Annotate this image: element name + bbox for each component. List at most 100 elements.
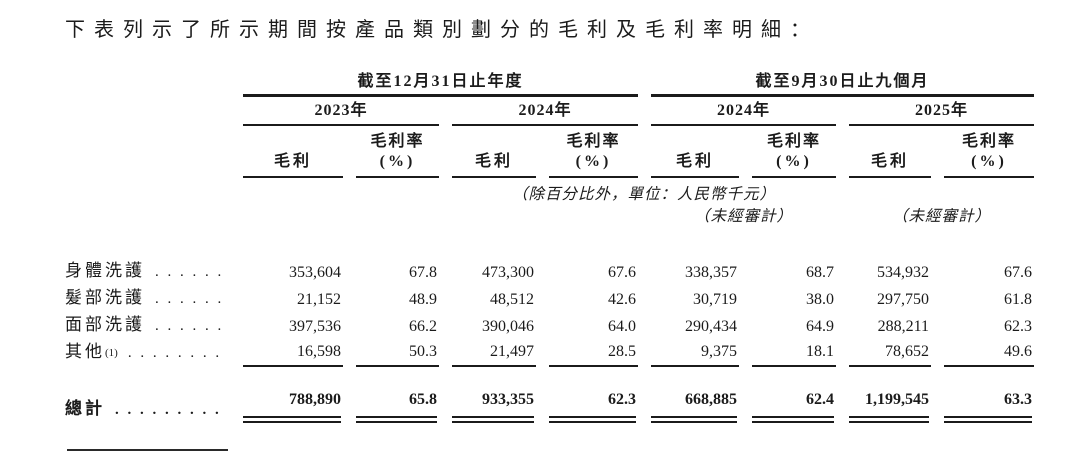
year-header-2024-9m: 2024年 bbox=[651, 97, 836, 126]
total-gp-value: 668,885 bbox=[651, 387, 739, 423]
total-value-text: 788,890 bbox=[289, 391, 341, 408]
gross-profit-column-header: 毛利 bbox=[452, 146, 536, 178]
total-value-text: 62.4 bbox=[806, 391, 834, 408]
dot-leader: . . . . . . . . bbox=[127, 345, 220, 361]
table-row-hair-care: 髮部洗護 . . . . . . 21,152 48.9 48,512 42.6… bbox=[65, 285, 1034, 312]
category-label: 面部洗護 . . . . . . bbox=[65, 312, 230, 339]
gp-value: 473,300 bbox=[482, 264, 534, 281]
category-label: 髮部洗護 . . . . . . bbox=[65, 285, 230, 312]
total-value-text: 63.3 bbox=[1004, 391, 1032, 408]
margin-value: 64.0 bbox=[608, 318, 636, 335]
total-margin-value: 62.4 bbox=[752, 387, 836, 423]
unit-note-row: （除百分比外，單位：人民幣千元） bbox=[65, 180, 1034, 206]
margin-value: 18.1 bbox=[752, 339, 836, 367]
margin-value: 38.0 bbox=[806, 291, 834, 308]
margin-percent-label: (%) bbox=[379, 153, 416, 170]
category-label: 其他 (1) . . . . . . . . bbox=[65, 339, 230, 367]
gp-value: 353,604 bbox=[289, 264, 341, 281]
gp-value: 390,046 bbox=[482, 318, 534, 335]
dot-leader: . . . . . . bbox=[155, 318, 222, 334]
category-name: 髮部洗護 bbox=[65, 288, 145, 307]
margin-label: 毛利率 bbox=[766, 133, 821, 150]
double-rule bbox=[944, 416, 1032, 423]
gp-value: 397,536 bbox=[289, 318, 341, 335]
gross-profit-label: 毛利 bbox=[474, 153, 513, 170]
margin-percent-label: (%) bbox=[575, 153, 612, 170]
total-gp-value: 788,890 bbox=[243, 387, 343, 423]
total-margin-value: 62.3 bbox=[549, 387, 638, 423]
double-rule bbox=[243, 416, 341, 423]
margin-column-header: 毛利率 (%) bbox=[944, 126, 1034, 178]
gross-profit-table: 截至12月31日止年度 截至9月30日止九個月 2023年 2024年 2024… bbox=[65, 72, 1034, 423]
year-header-2024: 2024年 bbox=[452, 97, 638, 126]
period-group-header-row: 截至12月31日止年度 截至9月30日止九個月 bbox=[65, 72, 1034, 97]
double-rule bbox=[549, 416, 636, 423]
unaudited-note: （未經審計） bbox=[891, 208, 991, 225]
gp-value: 21,497 bbox=[452, 339, 536, 367]
margin-percent-label: (%) bbox=[971, 153, 1007, 170]
unit-note: （除百分比外，單位：人民幣千元） bbox=[511, 186, 776, 203]
gross-profit-label: 毛利 bbox=[273, 153, 312, 170]
unaudited-note-row: （未經審計） （未經審計） bbox=[65, 206, 1034, 228]
double-rule bbox=[452, 416, 534, 423]
margin-value: 67.8 bbox=[409, 264, 437, 281]
column-subheader-row: 毛利 毛利率 (%) 毛利 毛利率 (%) 毛利 毛利率 (%) 毛利 bbox=[65, 126, 1034, 178]
margin-label: 毛利率 bbox=[370, 133, 425, 150]
table-row-others: 其他 (1) . . . . . . . . 16,598 50.3 21,497… bbox=[65, 339, 1034, 367]
category-name: 其他 bbox=[65, 342, 105, 361]
margin-value: 67.6 bbox=[608, 264, 636, 281]
double-rule bbox=[752, 416, 834, 423]
total-gp-value: 933,355 bbox=[452, 387, 536, 423]
margin-value: 42.6 bbox=[608, 291, 636, 308]
margin-value: 64.9 bbox=[806, 318, 834, 335]
total-margin-value: 65.8 bbox=[356, 387, 439, 423]
year-header-2025-9m: 2025年 bbox=[849, 97, 1034, 126]
margin-column-header: 毛利率 (%) bbox=[549, 126, 638, 178]
gp-value: 290,434 bbox=[685, 318, 737, 335]
total-gp-value: 1,199,545 bbox=[849, 387, 931, 423]
gp-value: 338,357 bbox=[685, 264, 737, 281]
total-name: 總計 bbox=[65, 399, 105, 418]
total-margin-value: 63.3 bbox=[944, 387, 1034, 423]
margin-value: 67.6 bbox=[1004, 264, 1032, 281]
category-label: 身體洗護 . . . . . . bbox=[65, 258, 230, 285]
margin-value: 50.3 bbox=[356, 339, 439, 367]
gp-value: 9,375 bbox=[651, 339, 739, 367]
gp-value: 16,598 bbox=[243, 339, 343, 367]
total-value-text: 1,199,545 bbox=[865, 391, 929, 408]
margin-value: 48.9 bbox=[409, 291, 437, 308]
margin-value: 62.3 bbox=[1004, 318, 1032, 335]
dot-leader: . . . . . . bbox=[155, 264, 222, 280]
gp-value: 48,512 bbox=[490, 291, 534, 308]
gross-profit-column-header: 毛利 bbox=[849, 146, 931, 178]
gp-value: 21,152 bbox=[297, 291, 341, 308]
period-group-header-annual: 截至12月31日止年度 bbox=[243, 72, 638, 97]
gp-value: 534,932 bbox=[877, 264, 929, 281]
table-row-facial-care: 面部洗護 . . . . . . 397,536 66.2 390,046 64… bbox=[65, 312, 1034, 339]
gross-profit-label: 毛利 bbox=[870, 153, 909, 170]
total-label: 總計 . . . . . . . . . bbox=[65, 396, 230, 423]
margin-value: 68.7 bbox=[806, 264, 834, 281]
category-name: 面部洗護 bbox=[65, 315, 145, 334]
total-value-text: 668,885 bbox=[685, 391, 737, 408]
margin-value: 49.6 bbox=[944, 339, 1034, 367]
margin-column-header: 毛利率 (%) bbox=[752, 126, 836, 178]
gross-profit-column-header: 毛利 bbox=[243, 146, 343, 178]
double-rule bbox=[651, 416, 737, 423]
gp-value: 288,211 bbox=[877, 318, 929, 335]
margin-column-header: 毛利率 (%) bbox=[356, 126, 439, 178]
margin-label: 毛利率 bbox=[961, 133, 1016, 150]
year-header-2023: 2023年 bbox=[243, 97, 439, 126]
dot-leader: . . . . . . bbox=[155, 291, 222, 307]
gp-value: 30,719 bbox=[693, 291, 737, 308]
total-value-text: 65.8 bbox=[409, 391, 437, 408]
gp-value: 78,652 bbox=[849, 339, 931, 367]
footnote-superscript: (1) bbox=[105, 347, 118, 359]
year-header-row: 2023年 2024年 2024年 2025年 bbox=[65, 97, 1034, 126]
margin-value: 61.8 bbox=[1004, 291, 1032, 308]
gross-profit-column-header: 毛利 bbox=[651, 146, 739, 178]
gp-value: 297,750 bbox=[877, 291, 929, 308]
margin-percent-label: (%) bbox=[776, 153, 812, 170]
double-rule bbox=[849, 416, 929, 423]
